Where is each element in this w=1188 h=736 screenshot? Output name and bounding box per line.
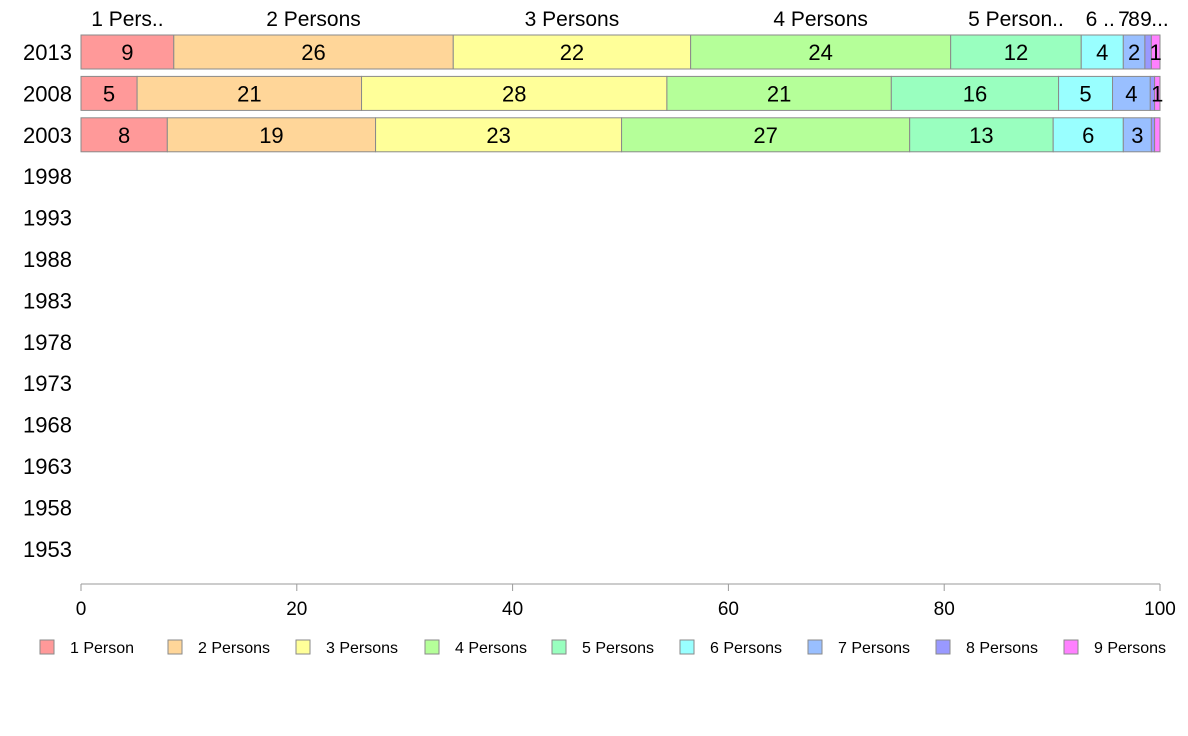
bar-segment: [80, 75, 138, 111]
data-label: 28: [502, 81, 526, 106]
bar-segment: [80, 34, 175, 70]
series-top-label: ...: [1151, 8, 1169, 31]
y-tick-label: 1988: [23, 247, 72, 272]
bar-segment: [890, 75, 1060, 111]
y-tick-label: 2013: [23, 40, 72, 65]
data-label: 1: [1150, 40, 1162, 65]
data-label: 5: [103, 81, 115, 106]
legend-label: 8 Persons: [966, 640, 1038, 657]
x-tick-label: 0: [76, 599, 87, 620]
data-label: 2: [1128, 40, 1140, 65]
series-top-label: 7: [1118, 8, 1130, 31]
legend-label: 2 Persons: [198, 640, 270, 657]
bar-segment: [1154, 117, 1161, 153]
x-tick-label: 60: [718, 599, 739, 620]
y-tick-label: 1978: [23, 330, 72, 355]
y-tick-label: 2003: [23, 123, 72, 148]
bar-segment: [1080, 34, 1124, 70]
series-top-label: 8: [1128, 8, 1140, 31]
data-label: 26: [301, 40, 325, 65]
legend-swatch: [679, 639, 695, 655]
legend-swatch: [807, 639, 823, 655]
data-label: 16: [963, 81, 987, 106]
y-tick-label: 2008: [23, 81, 72, 106]
series-top-label: 5 Person..: [968, 8, 1064, 31]
bar-segment: [1052, 117, 1124, 153]
bar-segment: [1150, 34, 1161, 70]
legend-swatch: [295, 639, 311, 655]
data-label: 27: [753, 123, 777, 148]
series-top-label: 9: [1140, 8, 1152, 31]
data-label: 8: [118, 123, 130, 148]
bar-segment: [950, 34, 1082, 70]
data-label: 21: [237, 81, 261, 106]
bar-segment: [621, 117, 911, 153]
series-top-label: 3 Persons: [525, 8, 620, 31]
legend-label: 3 Persons: [326, 640, 398, 657]
y-tick-label: 1958: [23, 495, 72, 520]
data-label: 21: [767, 81, 791, 106]
data-label: 22: [560, 40, 584, 65]
legend-swatch: [39, 639, 55, 655]
bar-segment: [173, 34, 454, 70]
series-top-label: 6 ..: [1086, 8, 1115, 31]
bar-segment: [166, 117, 377, 153]
y-tick-label: 1993: [23, 206, 72, 231]
legend-swatch: [167, 639, 183, 655]
legend-label: 5 Persons: [582, 640, 654, 657]
data-label: 4: [1096, 40, 1108, 65]
data-label: 12: [1004, 40, 1028, 65]
y-tick-label: 1998: [23, 164, 72, 189]
y-tick-label: 1968: [23, 413, 72, 438]
x-tick-label: 80: [934, 599, 955, 620]
data-label: 5: [1079, 81, 1091, 106]
bar-segment: [80, 117, 168, 153]
data-label: 24: [808, 40, 832, 65]
x-tick-label: 20: [286, 599, 307, 620]
bar-segment: [361, 75, 668, 111]
legend-label: 1 Person: [70, 640, 134, 657]
legend-swatch: [424, 639, 440, 655]
data-label: 4: [1125, 81, 1137, 106]
bar-segment: [136, 75, 363, 111]
data-label: 23: [486, 123, 510, 148]
bar-segment: [909, 117, 1054, 153]
data-label: 1: [1151, 81, 1163, 106]
y-tick-label: 1963: [23, 454, 72, 479]
data-label: 6: [1082, 123, 1094, 148]
y-tick-label: 1953: [23, 537, 72, 562]
x-tick-label: 40: [502, 599, 523, 620]
legend-label: 4 Persons: [455, 640, 527, 657]
legend-swatch: [551, 639, 567, 655]
bar-segment: [375, 117, 623, 153]
data-label: 13: [969, 123, 993, 148]
data-label: 3: [1131, 123, 1143, 148]
series-top-label: 1 Pers..: [91, 8, 163, 31]
series-top-label: 4 Persons: [773, 8, 868, 31]
y-tick-label: 1983: [23, 288, 72, 313]
bar-segment: [1154, 75, 1161, 111]
y-tick-label: 1973: [23, 371, 72, 396]
bar-segment: [666, 75, 892, 111]
data-label: 9: [121, 40, 133, 65]
x-tick-label: 100: [1144, 599, 1176, 620]
legend-swatch: [1063, 639, 1079, 655]
series-top-label: 2 Persons: [266, 8, 361, 31]
bar-segment: [1112, 75, 1151, 111]
legend-label: 9 Persons: [1094, 640, 1166, 657]
legend-label: 6 Persons: [710, 640, 782, 657]
legend-label: 7 Persons: [838, 640, 910, 657]
data-label: 19: [259, 123, 283, 148]
bar-segment: [452, 34, 692, 70]
legend-swatch: [935, 639, 951, 655]
